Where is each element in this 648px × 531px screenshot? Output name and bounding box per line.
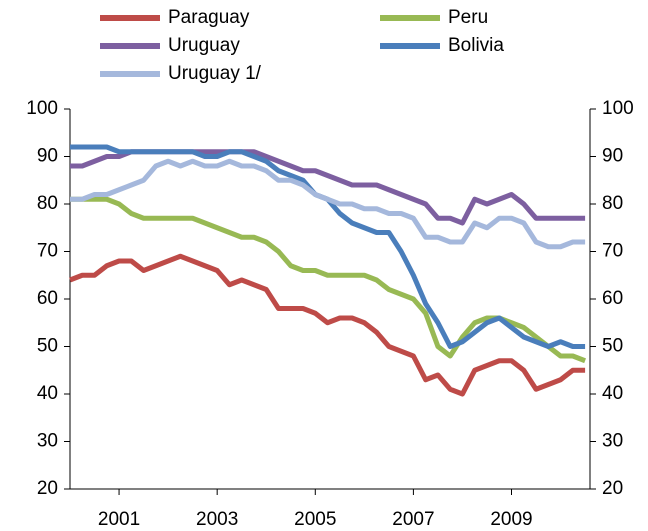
series-line bbox=[70, 149, 586, 226]
x-tick-label: 2007 bbox=[392, 509, 434, 530]
y2-tick-label: 50 bbox=[602, 336, 623, 357]
legend-label: Paraguay bbox=[168, 7, 250, 28]
legend-label: Peru bbox=[448, 7, 488, 28]
x-tick-label: 2001 bbox=[98, 509, 140, 530]
y2-tick-label: 20 bbox=[602, 478, 623, 499]
x-tick-label: 2009 bbox=[490, 509, 532, 530]
legend-label: Uruguay bbox=[168, 35, 240, 56]
y-tick-label: 30 bbox=[37, 431, 58, 452]
legend-label: Uruguay 1/ bbox=[168, 63, 262, 84]
y-tick-label: 80 bbox=[37, 193, 58, 214]
y-tick-label: 50 bbox=[37, 336, 58, 357]
y2-tick-label: 90 bbox=[602, 146, 623, 167]
x-tick-label: 2003 bbox=[196, 509, 238, 530]
series-line bbox=[70, 158, 586, 250]
y-tick-label: 20 bbox=[37, 478, 58, 499]
y2-tick-label: 60 bbox=[602, 288, 623, 309]
y-tick-label: 70 bbox=[37, 241, 58, 262]
y2-tick-label: 30 bbox=[602, 431, 623, 452]
y-tick-label: 60 bbox=[37, 288, 58, 309]
y2-tick-label: 100 bbox=[602, 98, 634, 119]
x-tick-label: 2005 bbox=[294, 509, 336, 530]
y-tick-label: 40 bbox=[37, 383, 58, 404]
y2-tick-label: 80 bbox=[602, 193, 623, 214]
y2-tick-label: 40 bbox=[602, 383, 623, 404]
series-line bbox=[69, 253, 586, 397]
y-tick-label: 100 bbox=[26, 98, 58, 119]
legend-label: Bolivia bbox=[448, 35, 504, 56]
series-line bbox=[70, 196, 586, 364]
y-tick-label: 90 bbox=[37, 146, 58, 167]
y2-tick-label: 70 bbox=[602, 241, 623, 262]
